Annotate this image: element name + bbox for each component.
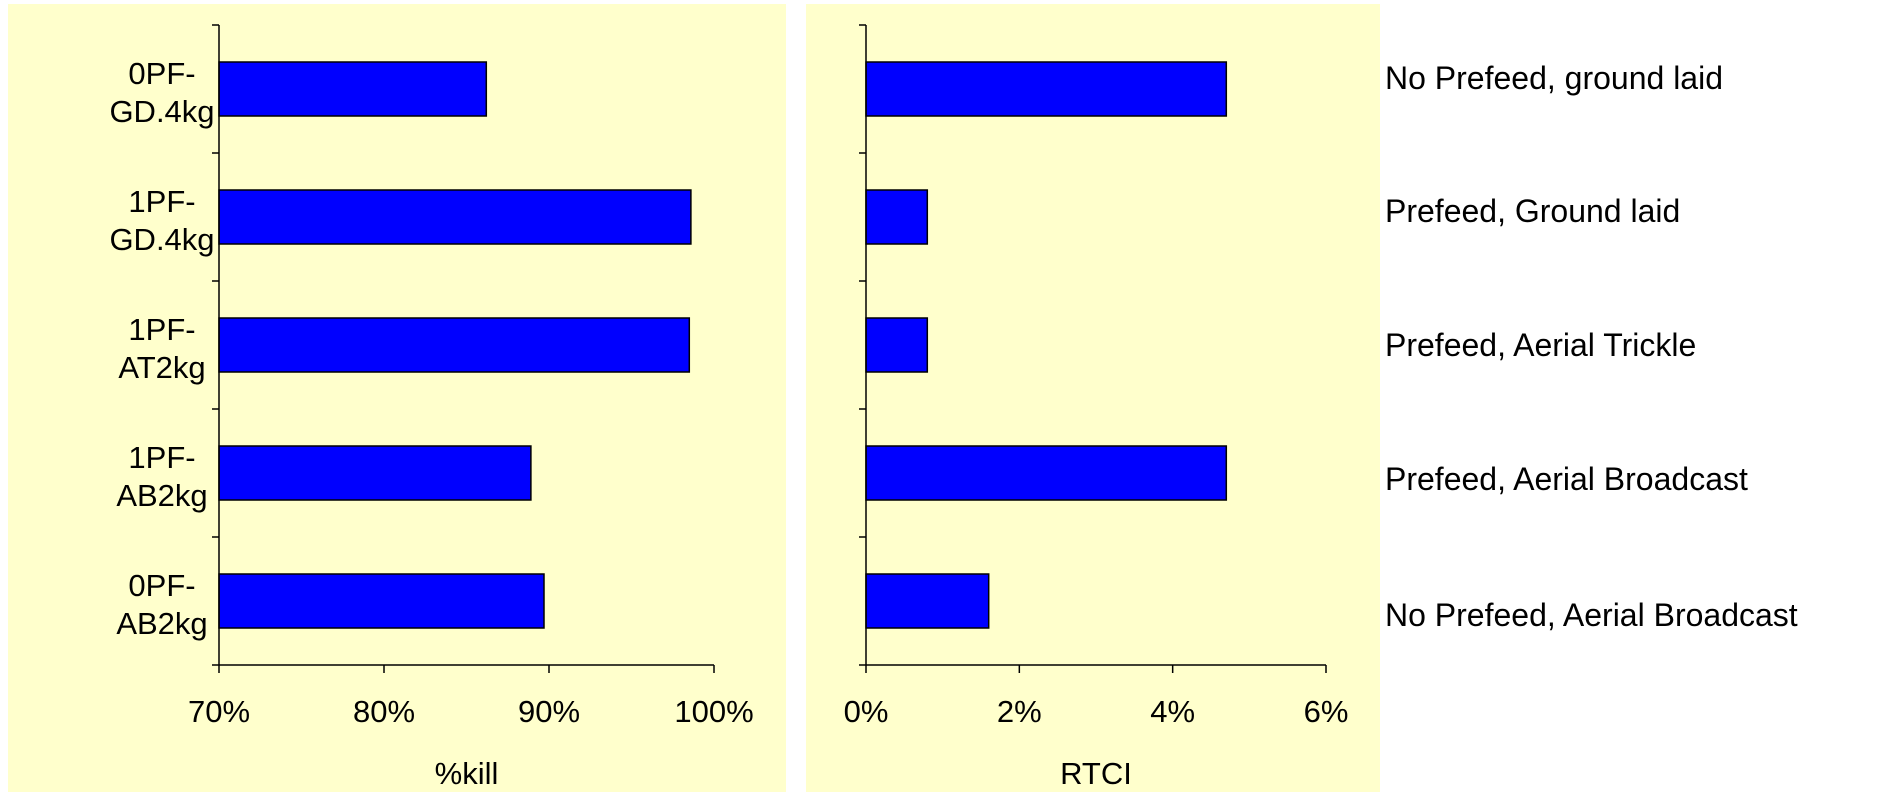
rtci-chart: 0% 2% 4% 6% RTCI: [844, 24, 1349, 791]
kill-x-axis-title: %kill: [435, 756, 499, 791]
rtci-bar: [865, 573, 990, 629]
annotation-label: Prefeed, Aerial Broadcast: [1385, 461, 1748, 497]
rtci-x-tick-label: 6%: [1304, 694, 1349, 729]
kill-chart: 70% 80% 90% 100%%kill0PF-GD.4kg1PF-GD.4kg1P…: [109, 24, 754, 791]
annotation-label: Prefeed, Ground laid: [1385, 193, 1680, 229]
rtci-bar: [865, 189, 929, 245]
rtci-bar: [865, 61, 1228, 117]
kill-category-label: GD.4kg: [109, 94, 214, 129]
kill-bar: [218, 189, 692, 245]
kill-x-tick-label: 100%: [674, 694, 753, 729]
kill-x-tick-label: 70%: [188, 694, 250, 729]
kill-category-label: 0PF-: [128, 56, 195, 91]
rtci-bar: [865, 445, 1228, 501]
annotation-label: Prefeed, Aerial Trickle: [1385, 327, 1696, 363]
rtci-x-axis-title: RTCI: [1060, 756, 1132, 791]
kill-category-label: 1PF-: [128, 184, 195, 219]
kill-x-tick-label: 90%: [518, 694, 580, 729]
annotation-label: No Prefeed, ground laid: [1385, 60, 1723, 96]
kill-category-label: 0PF-: [128, 568, 195, 603]
rtci-bar: [865, 317, 929, 373]
kill-category-label: GD.4kg: [109, 222, 214, 257]
kill-bar: [218, 61, 488, 117]
annotation-labels: No Prefeed, ground laid Prefeed, Ground l…: [1385, 60, 1798, 633]
kill-bar: [218, 317, 691, 373]
rtci-x-tick-label: 4%: [1150, 694, 1195, 729]
kill-category-label: AB2kg: [116, 606, 207, 641]
kill-bar: [218, 445, 532, 501]
chart-background-kill: [8, 4, 786, 792]
kill-category-label: 1PF-: [128, 312, 195, 347]
kill-bar: [218, 573, 545, 629]
chart-background-rtci: [806, 4, 1380, 792]
kill-category-label: 1PF-: [128, 440, 195, 475]
rtci-x-tick-label: 0%: [844, 694, 889, 729]
kill-x-tick-label: 80%: [353, 694, 415, 729]
annotation-label: No Prefeed, Aerial Broadcast: [1385, 597, 1798, 633]
kill-category-label: AB2kg: [116, 478, 207, 513]
kill-category-label: AT2kg: [118, 350, 205, 385]
rtci-x-tick-label: 2%: [997, 694, 1042, 729]
